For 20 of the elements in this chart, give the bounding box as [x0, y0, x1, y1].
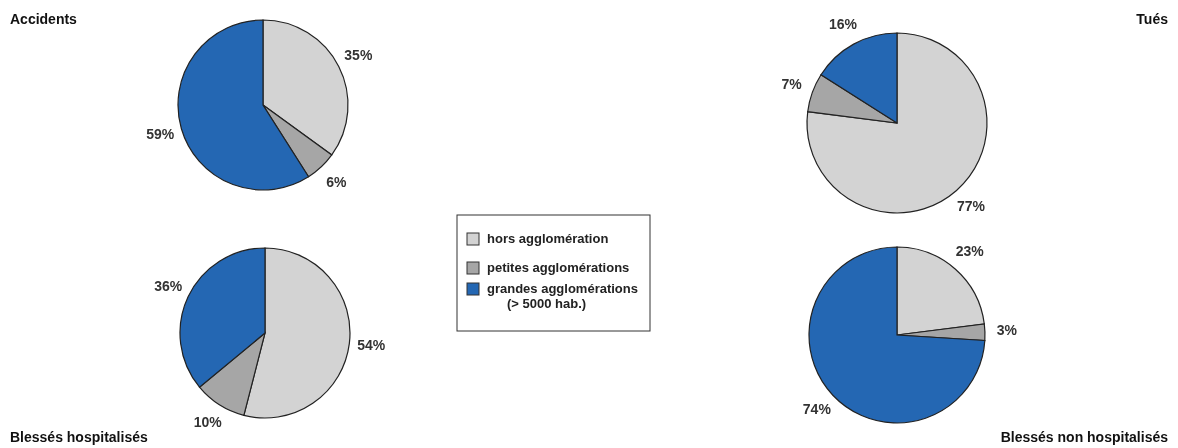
data-label: 16%: [829, 15, 858, 32]
data-label: 54%: [357, 337, 386, 354]
legend-label: hors agglomération: [487, 231, 609, 247]
data-label: 6%: [326, 173, 347, 190]
text: Blessés non hospitalisés: [1000, 429, 1169, 445]
data-label: 7%: [781, 75, 803, 92]
data-label: 74%: [802, 401, 832, 417]
data-label: 10%: [193, 414, 223, 431]
data-label: 77%: [957, 197, 986, 214]
data-label: 59%: [146, 125, 175, 142]
data-label: 23%: [955, 243, 985, 260]
data-label: 36%: [154, 278, 183, 295]
legend-label: petites agglomérations: [487, 260, 630, 276]
text: Tués: [1136, 11, 1169, 27]
data-label: 3%: [996, 322, 1018, 339]
legend-label: grandes agglomérations (> 5000 hab.): [487, 281, 638, 312]
text: Blessés hospitalisés: [10, 429, 148, 445]
chart-title: Accidents: [10, 11, 78, 27]
data-label: 35%: [344, 47, 373, 64]
pie-slice: [806, 32, 988, 214]
